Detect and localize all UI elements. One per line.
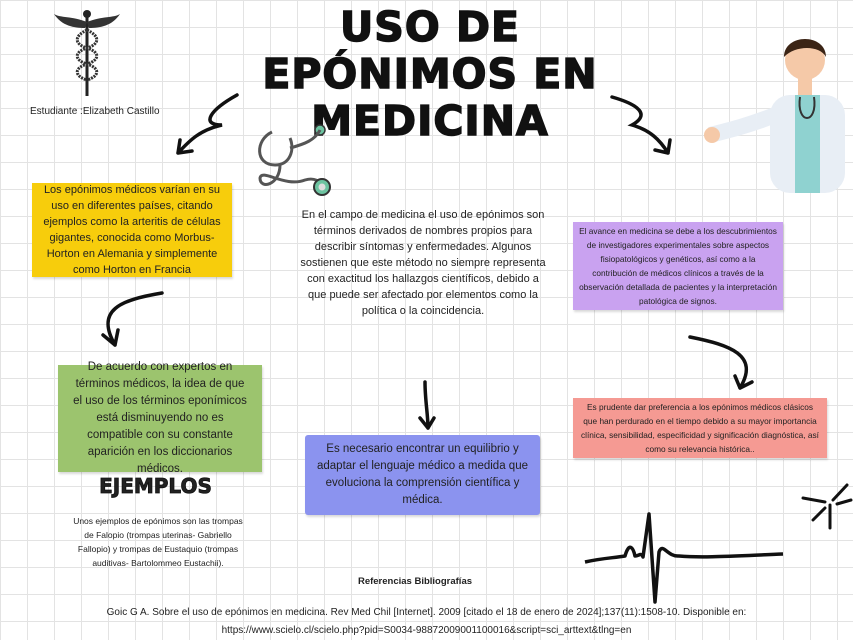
- stethoscope-icon: [258, 124, 331, 196]
- arrow-icon: [418, 380, 436, 430]
- note-text: El avance en medicina se debe a los desc…: [579, 226, 777, 306]
- citation-link[interactable]: https://www.scielo.cl/scielo.php?pid=S00…: [221, 625, 632, 636]
- note-text: Los epónimos médicos varían en su uso en…: [43, 184, 221, 276]
- caduceus-icon: [54, 10, 120, 96]
- title-line: EPÓNIMOS EN: [262, 50, 598, 99]
- page-title: USO DE EPÓNIMOS EN MEDICINA: [250, 3, 610, 146]
- citation: Goic G A. Sobre el uso de epónimos en me…: [0, 604, 853, 640]
- note-text: Es prudente dar preferencia a los epónim…: [581, 402, 819, 454]
- doctor-illustration: [704, 39, 845, 193]
- blue-note: Es necesario encontrar un equilibrio y a…: [305, 435, 540, 515]
- student-label: Estudiante :Elizabeth Castillo: [30, 106, 160, 117]
- intro-text: En el campo de medicina el uso de epónim…: [300, 209, 546, 317]
- arrow-icon: [610, 95, 672, 155]
- ecg-icon: [584, 512, 784, 604]
- red-note: Es prudente dar preferencia a los epónim…: [573, 398, 827, 458]
- arrow-icon: [688, 335, 754, 390]
- green-note: De acuerdo con expertos en términos médi…: [58, 361, 262, 475]
- arrow-icon: [176, 93, 239, 155]
- yellow-note: Los epónimos médicos varían en su uso en…: [32, 183, 232, 277]
- purple-note: El avance en medicina se debe a los desc…: [573, 222, 783, 310]
- examples-heading: EJEMPLOS: [99, 474, 213, 499]
- arrow-icon: [101, 291, 164, 347]
- note-text: Es necesario encontrar un equilibrio y a…: [317, 443, 528, 506]
- title-line: USO DE: [339, 3, 520, 52]
- sparkle-icon: [801, 483, 853, 530]
- examples-text: Unos ejemplos de epónimos son las trompa…: [73, 516, 243, 568]
- note-text: De acuerdo con expertos en términos médi…: [73, 361, 247, 475]
- title-line: MEDICINA: [311, 97, 549, 146]
- citation-text: Goic G A. Sobre el uso de epónimos en me…: [106, 607, 747, 618]
- references-heading: Referencias Bibliografías: [357, 576, 473, 587]
